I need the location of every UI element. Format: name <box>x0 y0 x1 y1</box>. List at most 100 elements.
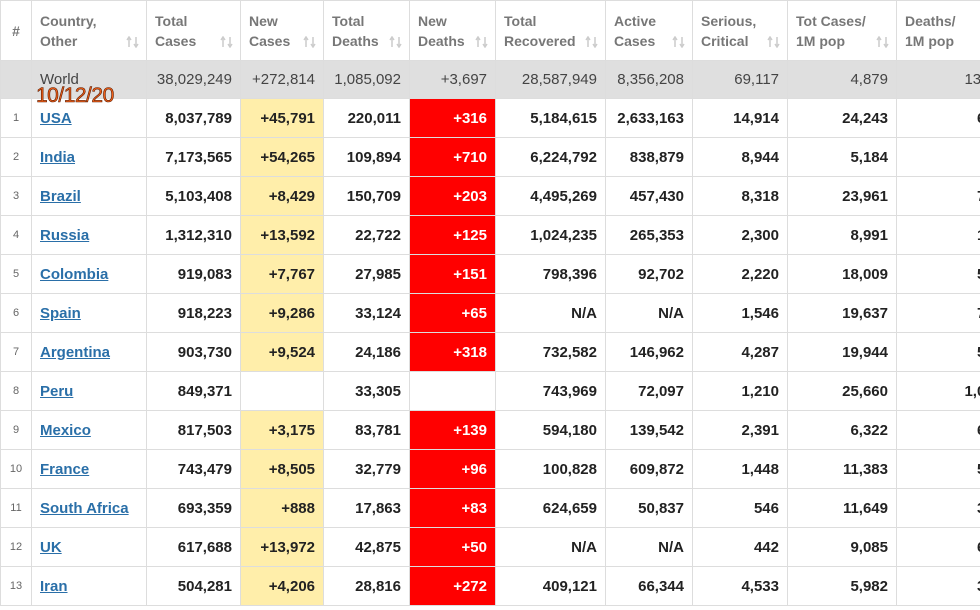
header-text: Total <box>332 12 365 29</box>
cell: 1,546 <box>692 293 788 333</box>
cell: 146,962 <box>605 332 693 372</box>
cell: 22,722 <box>323 215 410 255</box>
country-row: 7 Argentina 903,730 +9,524 24,186 +318 732,582… <box>0 332 980 372</box>
country-row: 5 Colombia 919,083 +7,767 27,985 +151 798,396 9… <box>0 254 980 294</box>
cell: 5,982 <box>787 566 897 606</box>
country-row: 11 South Africa 693,359 +888 17,863 +83 624,65… <box>0 488 980 528</box>
cell: Peru <box>31 371 147 411</box>
cell: +8,429 <box>240 176 324 216</box>
cell: +318 <box>409 332 496 372</box>
country-link[interactable]: Spain <box>40 304 81 322</box>
cell: +13,972 <box>240 527 324 567</box>
cell: 50,837 <box>605 488 693 528</box>
country-link[interactable]: Argentina <box>40 343 111 361</box>
column-header[interactable]: Serious, Critical <box>692 0 788 61</box>
cell: 3 <box>0 176 32 216</box>
header-text: 1M pop <box>905 32 954 49</box>
column-header[interactable]: Country, Other <box>31 0 147 61</box>
cell: 457,430 <box>605 176 693 216</box>
cell: 12 <box>0 527 32 567</box>
cell: 732,582 <box>495 332 606 372</box>
cell: Brazil <box>31 176 147 216</box>
cell: 9 <box>0 410 32 450</box>
cell: 32,779 <box>323 449 410 489</box>
column-header[interactable]: New Cases <box>240 0 324 61</box>
header-row: # Country, Other Total Cases New Cases Total Dea… <box>0 0 980 61</box>
country-link[interactable]: Brazil <box>40 187 81 205</box>
cell: Argentina <box>31 332 147 372</box>
cell: 743,969 <box>495 371 606 411</box>
column-header[interactable]: Total Deaths <box>323 0 410 61</box>
column-header[interactable]: Deaths/1M pop <box>896 0 980 61</box>
cell: 594,180 <box>495 410 606 450</box>
cell: 14,914 <box>692 98 788 138</box>
country-row: 12 UK 617,688 +13,972 42,875 +50 N/A N/A 442 9,08… <box>0 527 980 567</box>
cell: Iran <box>31 566 147 606</box>
cell: 6,322 <box>787 410 897 450</box>
cell <box>0 60 32 99</box>
country-link[interactable]: Iran <box>40 577 68 595</box>
country-link[interactable]: France <box>40 460 90 478</box>
cell: 18,009 <box>787 254 897 294</box>
header-text: Tot Cases/ <box>796 12 866 29</box>
column-header[interactable]: Tot Cases/1M pop <box>787 0 897 61</box>
cell: 609,872 <box>605 449 693 489</box>
country-row: 3 Brazil 5,103,408 +8,429 150,709 +203 4,495,2… <box>0 176 980 216</box>
cell: 9,085 <box>787 527 897 567</box>
country-link[interactable]: UK <box>40 538 62 556</box>
cell: 2 <box>0 137 32 177</box>
cell: +7,767 <box>240 254 324 294</box>
cell: 534 <box>896 332 980 372</box>
country-link[interactable]: Russia <box>40 226 90 244</box>
cell: +13,592 <box>240 215 324 255</box>
cell: 919,083 <box>146 254 241 294</box>
cell: 27,985 <box>323 254 410 294</box>
cell: 4,287 <box>692 332 788 372</box>
cell: 4,533 <box>692 566 788 606</box>
cell: 28,587,949 <box>495 60 606 99</box>
country-link[interactable]: South Africa <box>40 499 129 517</box>
cell: 1,085,092 <box>323 60 410 99</box>
cell: +888 <box>240 488 324 528</box>
cell: World <box>31 60 147 99</box>
cell: 2,300 <box>692 215 788 255</box>
column-header[interactable]: Total Cases <box>146 0 241 61</box>
cell: +203 <box>409 176 496 216</box>
sort-icon <box>767 36 780 48</box>
cell: 33,305 <box>323 371 410 411</box>
cell: 1 <box>0 98 32 138</box>
cell: +272,814 <box>240 60 324 99</box>
cell: 220,011 <box>323 98 410 138</box>
country-row: 9 Mexico 817,503 +3,175 83,781 +139 594,180 139… <box>0 410 980 450</box>
cell: 4 <box>0 215 32 255</box>
cell: 631 <box>896 527 980 567</box>
column-header[interactable]: Total Recovered <box>495 0 606 61</box>
cell: 5 <box>0 254 32 294</box>
cell: 4,879 <box>787 60 897 99</box>
country-link[interactable]: Mexico <box>40 421 91 439</box>
cell: 38,029,249 <box>146 60 241 99</box>
header-text: Critical <box>701 32 749 49</box>
country-link[interactable]: Peru <box>40 382 74 400</box>
cell: 28,816 <box>323 566 410 606</box>
cell: South Africa <box>31 488 147 528</box>
sort-icon <box>303 36 316 48</box>
cell: 409,121 <box>495 566 606 606</box>
cell: 693,359 <box>146 488 241 528</box>
cell: 7 <box>0 332 32 372</box>
country-link[interactable]: USA <box>40 109 72 127</box>
header-text: Total <box>504 12 537 29</box>
cell: 13 <box>0 566 32 606</box>
column-header[interactable]: New Deaths <box>409 0 496 61</box>
country-link[interactable]: India <box>40 148 76 166</box>
header-text: Deaths/ <box>905 12 956 29</box>
cell: 502 <box>896 449 980 489</box>
cell: +710 <box>409 137 496 177</box>
cell: 5,103,408 <box>146 176 241 216</box>
column-header[interactable]: Active Cases <box>605 0 693 61</box>
cell: 100,828 <box>495 449 606 489</box>
country-row: 10 France 743,479 +8,505 32,779 +96 100,828 609… <box>0 449 980 489</box>
country-link[interactable]: Colombia <box>40 265 109 283</box>
country-row: 4 Russia 1,312,310 +13,592 22,722 +125 1,024,2… <box>0 215 980 255</box>
